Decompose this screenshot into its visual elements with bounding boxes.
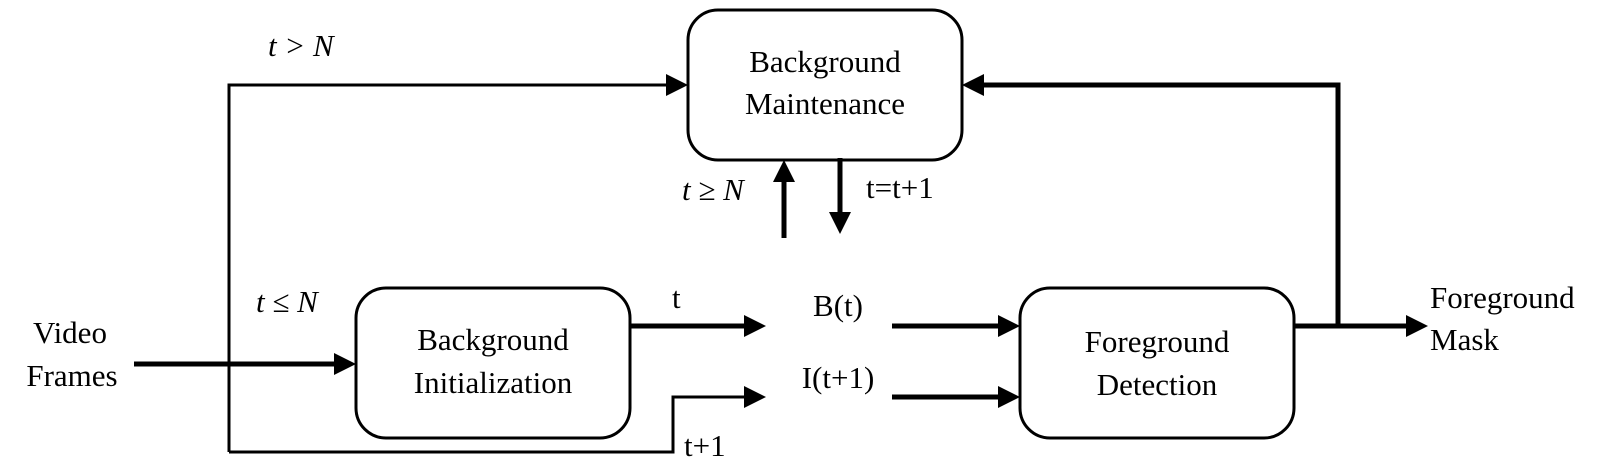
t-ge-n-arrowhead — [773, 160, 795, 182]
bt-to-detection-arrowhead — [998, 315, 1020, 337]
feedback-arrowhead — [962, 74, 984, 96]
background-maintenance-box — [686, 8, 964, 162]
input-label-line2: Frames — [26, 358, 117, 393]
background-signal-label: B(t) — [813, 288, 863, 323]
output-label-line2: Mask — [1430, 322, 1499, 357]
condition-t-le-n: t ≤ N — [256, 284, 320, 319]
detection-label-line1: Foreground — [1085, 324, 1230, 359]
initialization-label-line2: Initialization — [414, 365, 573, 400]
mask-output-arrowhead — [1406, 315, 1428, 337]
it-to-detection-arrowhead — [998, 386, 1020, 408]
image-signal-label: I(t+1) — [802, 360, 875, 395]
condition-t-ge-n: t ≥ N — [682, 172, 746, 207]
condition-t-greater-n: t > N — [268, 28, 336, 63]
condition-t: t — [672, 280, 681, 315]
condition-t-plus-1: t+1 — [684, 428, 726, 463]
branch-t-greater-n-line — [227, 83, 668, 452]
init-output-arrowhead — [744, 315, 766, 337]
input-arrowhead — [334, 353, 356, 375]
maintenance-label-line2: Maintenance — [745, 86, 905, 121]
maintenance-label-line1: Background — [749, 44, 901, 79]
t-increment-arrowhead — [829, 212, 851, 234]
output-label-line1: Foreground — [1430, 280, 1575, 315]
next-frame-arrowhead — [744, 386, 766, 408]
input-label-line1: Video — [33, 315, 107, 350]
feedback-line — [984, 82, 1341, 326]
condition-t-increment: t=t+1 — [866, 170, 934, 205]
foreground-detection-box — [1018, 286, 1296, 440]
branch-t-greater-n-arrowhead — [666, 74, 688, 96]
next-frame-loop-line — [229, 395, 744, 454]
detection-label-line2: Detection — [1097, 367, 1218, 402]
initialization-label-line1: Background — [417, 322, 569, 357]
background-initialization-box — [354, 286, 632, 440]
